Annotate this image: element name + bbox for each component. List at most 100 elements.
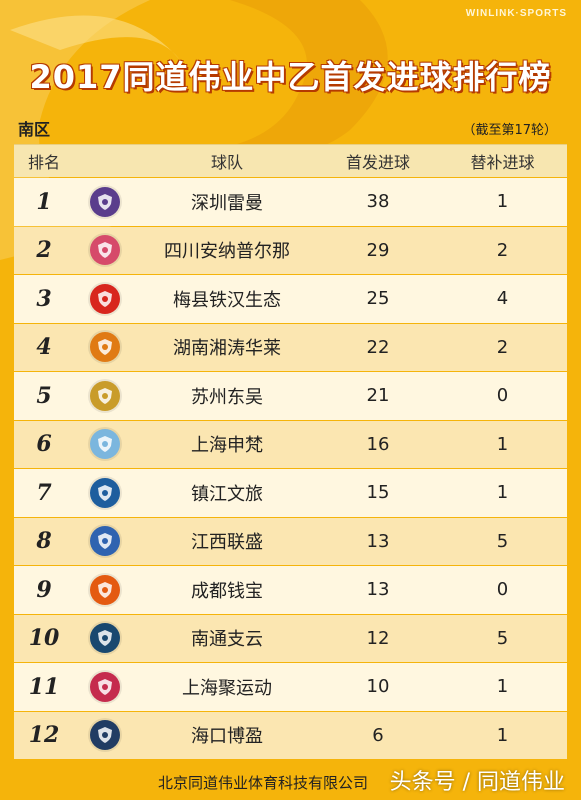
team-badge-icon <box>90 380 120 411</box>
sub-goals: 4 <box>496 288 509 310</box>
badge-cell <box>74 283 136 314</box>
team-badge-icon <box>90 429 120 460</box>
badge-cell <box>74 720 136 751</box>
sub-goals: 0 <box>496 579 509 601</box>
starting-goals: 13 <box>366 579 390 601</box>
rank-number: 8 <box>36 528 52 555</box>
starting-goals: 6 <box>372 724 384 746</box>
table-row: 5 苏州东吴 21 0 <box>14 372 567 420</box>
team-badge-icon <box>90 671 120 702</box>
table-row: 4 湖南湘涛华莱 22 2 <box>14 323 567 371</box>
page-title: 2017同道伟业中乙首发进球排行榜 <box>29 58 552 96</box>
sub-goals: 1 <box>496 482 509 504</box>
rank-number: 3 <box>36 285 52 312</box>
sub-goals: 1 <box>496 724 509 746</box>
rank-number: 4 <box>36 334 52 361</box>
team-name: 成都钱宝 <box>191 580 263 602</box>
table-row: 6 上海申梵 16 1 <box>14 420 567 468</box>
footer-watermark: 头条号 / 同道伟业 <box>389 770 565 795</box>
table-row: 8 江西联盛 13 5 <box>14 517 567 565</box>
ranking-table: 排名 球队 首发进球 替补进球 1 深圳雷曼 38 1 2 四川安纳普尔那 29 2 3 梅县铁汉… <box>14 144 567 759</box>
badge-cell <box>74 623 136 654</box>
sub-goals: 2 <box>496 336 509 358</box>
team-name: 上海申梵 <box>191 435 263 457</box>
table-row: 3 梅县铁汉生态 25 4 <box>14 275 567 323</box>
team-badge-icon <box>90 477 120 508</box>
starting-goals: 25 <box>366 288 390 310</box>
header-rank: 排名 <box>27 153 60 172</box>
starting-goals: 13 <box>366 530 390 552</box>
sub-goals: 2 <box>496 239 509 261</box>
starting-goals: 15 <box>366 482 390 504</box>
team-name: 梅县铁汉生态 <box>173 289 281 311</box>
starting-goals: 38 <box>366 191 390 213</box>
team-name: 海口博盈 <box>191 726 263 748</box>
sub-goals: 1 <box>496 676 509 698</box>
rank-number: 11 <box>28 673 60 700</box>
rank-number: 10 <box>28 625 60 652</box>
team-name: 苏州东吴 <box>191 386 263 408</box>
badge-cell <box>74 186 136 217</box>
sub-goals: 5 <box>496 627 509 649</box>
rank-number: 5 <box>36 382 52 409</box>
header-team: 球队 <box>210 153 243 172</box>
rank-number: 1 <box>36 188 52 215</box>
rank-cell: 10 <box>14 625 74 651</box>
table-row: 11 上海聚运动 10 1 <box>14 663 567 711</box>
rank-cell: 8 <box>14 528 74 554</box>
brand-logo: WINLINK·SPORTS <box>465 8 567 19</box>
rank-cell: 12 <box>14 722 74 748</box>
rank-cell: 4 <box>14 334 74 360</box>
team-badge-icon <box>90 623 120 654</box>
rank-cell: 6 <box>14 431 74 457</box>
team-badge-icon <box>90 283 120 314</box>
badge-cell <box>74 380 136 411</box>
footer: 北京同道伟业体育科技有限公司 头条号 / 同道伟业 <box>0 768 581 800</box>
sub-goals: 1 <box>496 191 509 213</box>
team-badge-icon <box>90 720 120 751</box>
badge-cell <box>74 574 136 605</box>
table-row: 9 成都钱宝 13 0 <box>14 566 567 614</box>
starting-goals: 12 <box>366 627 390 649</box>
rank-cell: 7 <box>14 480 74 506</box>
team-name: 深圳雷曼 <box>191 192 263 214</box>
team-name: 江西联盛 <box>191 532 263 554</box>
badge-cell <box>74 526 136 557</box>
rank-number: 6 <box>36 431 52 458</box>
badge-cell <box>74 477 136 508</box>
rank-number: 7 <box>36 479 52 506</box>
team-name: 镇江文旅 <box>191 483 263 505</box>
badge-cell <box>74 235 136 266</box>
header-sub-goals: 替补进球 <box>470 153 535 172</box>
rank-number: 12 <box>28 722 60 749</box>
rank-cell: 3 <box>14 286 74 312</box>
sub-goals: 0 <box>496 385 509 407</box>
rank-cell: 5 <box>14 383 74 409</box>
sub-goals: 1 <box>496 433 509 455</box>
team-name: 南通支云 <box>191 629 263 651</box>
rank-cell: 2 <box>14 237 74 263</box>
badge-cell <box>74 429 136 460</box>
header-starting-goals: 首发进球 <box>345 153 410 172</box>
badge-cell <box>74 671 136 702</box>
team-name: 湖南湘涛华莱 <box>173 338 281 360</box>
rank-number: 2 <box>36 237 52 264</box>
team-badge-icon <box>90 332 120 363</box>
team-badge-icon <box>90 526 120 557</box>
rank-cell: 1 <box>14 189 74 215</box>
team-name: 四川安纳普尔那 <box>164 241 290 263</box>
team-badge-icon <box>90 186 120 217</box>
team-badge-icon <box>90 574 120 605</box>
rank-number: 9 <box>36 576 52 603</box>
rank-cell: 9 <box>14 577 74 603</box>
badge-cell <box>74 332 136 363</box>
team-badge-icon <box>90 235 120 266</box>
starting-goals: 22 <box>366 336 390 358</box>
starting-goals: 16 <box>366 433 390 455</box>
table-row: 1 深圳雷曼 38 1 <box>14 178 567 226</box>
table-row: 10 南通支云 12 5 <box>14 614 567 662</box>
rank-cell: 11 <box>14 674 74 700</box>
sub-goals: 5 <box>496 530 509 552</box>
starting-goals: 21 <box>366 385 390 407</box>
table-row: 2 四川安纳普尔那 29 2 <box>14 226 567 274</box>
